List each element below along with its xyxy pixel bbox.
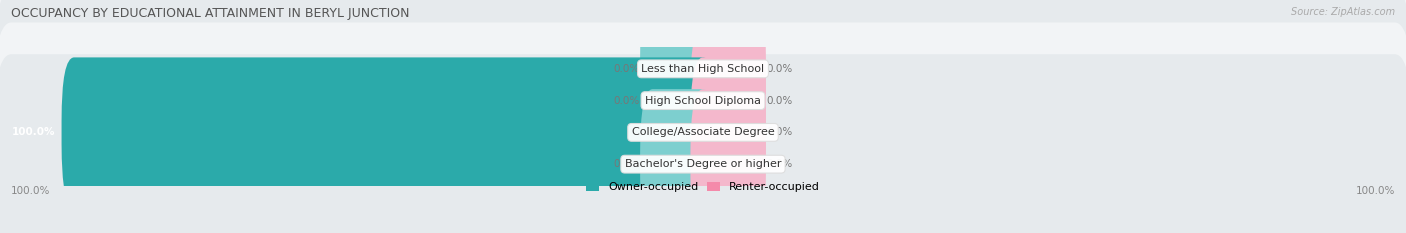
Text: Source: ZipAtlas.com: Source: ZipAtlas.com — [1291, 7, 1395, 17]
Text: College/Associate Degree: College/Associate Degree — [631, 127, 775, 137]
Text: 0.0%: 0.0% — [614, 159, 640, 169]
Text: OCCUPANCY BY EDUCATIONAL ATTAINMENT IN BERYL JUNCTION: OCCUPANCY BY EDUCATIONAL ATTAINMENT IN B… — [11, 7, 409, 20]
FancyBboxPatch shape — [62, 57, 716, 207]
FancyBboxPatch shape — [0, 0, 1406, 179]
Text: 100.0%: 100.0% — [11, 186, 51, 196]
Text: 0.0%: 0.0% — [766, 159, 792, 169]
FancyBboxPatch shape — [690, 89, 766, 233]
FancyBboxPatch shape — [690, 0, 766, 144]
Text: 0.0%: 0.0% — [766, 127, 792, 137]
Legend: Owner-occupied, Renter-occupied: Owner-occupied, Renter-occupied — [586, 182, 820, 192]
Text: 100.0%: 100.0% — [11, 127, 55, 137]
Text: High School Diploma: High School Diploma — [645, 96, 761, 106]
Text: Bachelor's Degree or higher: Bachelor's Degree or higher — [624, 159, 782, 169]
Text: 0.0%: 0.0% — [766, 64, 792, 74]
FancyBboxPatch shape — [0, 22, 1406, 233]
FancyBboxPatch shape — [690, 26, 766, 176]
FancyBboxPatch shape — [640, 0, 716, 144]
Text: 0.0%: 0.0% — [766, 96, 792, 106]
FancyBboxPatch shape — [0, 54, 1406, 233]
Text: 0.0%: 0.0% — [614, 64, 640, 74]
FancyBboxPatch shape — [690, 57, 766, 207]
FancyBboxPatch shape — [640, 26, 716, 176]
Text: Less than High School: Less than High School — [641, 64, 765, 74]
Text: 100.0%: 100.0% — [1355, 186, 1395, 196]
FancyBboxPatch shape — [0, 0, 1406, 211]
Text: 0.0%: 0.0% — [614, 96, 640, 106]
FancyBboxPatch shape — [640, 89, 716, 233]
